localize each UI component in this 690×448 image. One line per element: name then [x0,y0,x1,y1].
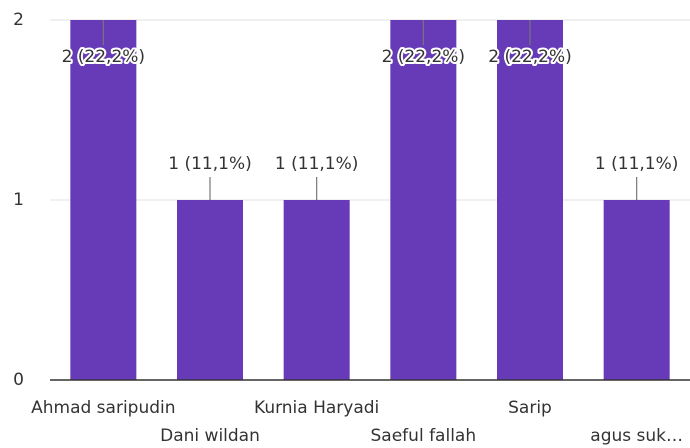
x-tick-label: agus suk… [590,426,683,446]
data-label: 1 (11,1%) [168,154,252,174]
bar [70,20,137,380]
x-tick-label: Dani wildan [160,426,260,446]
bar [390,20,457,380]
x-tick-label: Sarip [508,398,552,418]
x-tick-label: Ahmad saripudin [31,398,175,418]
bar [603,200,670,380]
data-label: 2 (22,2%) [62,47,146,67]
x-tick-label: Kurnia Haryadi [254,398,379,418]
data-label: 2 (22,2%) [382,47,466,67]
data-label: 2 (22,2%) [488,47,572,67]
y-tick-label: 1 [13,190,24,210]
data-label: 1 (11,1%) [595,154,679,174]
bar [497,20,563,380]
y-tick-label: 0 [13,370,24,390]
bar [177,200,243,380]
data-label: 1 (11,1%) [275,154,359,174]
x-tick-label: Saeful fallah [371,426,477,446]
y-tick-label: 2 [13,10,24,30]
bar [283,200,350,380]
